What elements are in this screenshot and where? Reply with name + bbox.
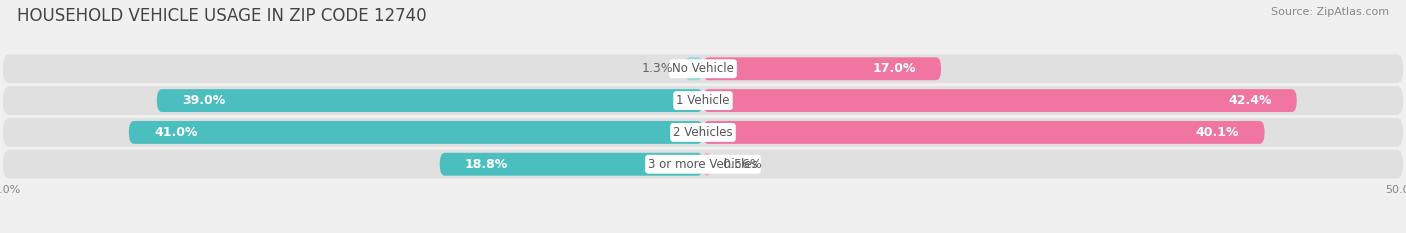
FancyBboxPatch shape [703, 89, 1296, 112]
FancyBboxPatch shape [440, 153, 703, 176]
Text: 18.8%: 18.8% [465, 158, 508, 171]
FancyBboxPatch shape [157, 89, 703, 112]
FancyBboxPatch shape [3, 118, 1403, 147]
Text: 1.3%: 1.3% [643, 62, 673, 75]
Text: No Vehicle: No Vehicle [672, 62, 734, 75]
Text: 2 Vehicles: 2 Vehicles [673, 126, 733, 139]
FancyBboxPatch shape [703, 121, 1264, 144]
FancyBboxPatch shape [703, 153, 711, 176]
Text: 42.4%: 42.4% [1227, 94, 1271, 107]
Text: 3 or more Vehicles: 3 or more Vehicles [648, 158, 758, 171]
Text: 1 Vehicle: 1 Vehicle [676, 94, 730, 107]
FancyBboxPatch shape [685, 57, 703, 80]
Text: HOUSEHOLD VEHICLE USAGE IN ZIP CODE 12740: HOUSEHOLD VEHICLE USAGE IN ZIP CODE 1274… [17, 7, 426, 25]
Text: 39.0%: 39.0% [181, 94, 225, 107]
Text: 17.0%: 17.0% [872, 62, 915, 75]
FancyBboxPatch shape [3, 150, 1403, 178]
Text: 0.56%: 0.56% [723, 158, 762, 171]
FancyBboxPatch shape [3, 86, 1403, 115]
Text: 40.1%: 40.1% [1197, 126, 1239, 139]
Text: Source: ZipAtlas.com: Source: ZipAtlas.com [1271, 7, 1389, 17]
FancyBboxPatch shape [3, 55, 1403, 83]
Text: 41.0%: 41.0% [155, 126, 198, 139]
FancyBboxPatch shape [129, 121, 703, 144]
FancyBboxPatch shape [703, 57, 941, 80]
